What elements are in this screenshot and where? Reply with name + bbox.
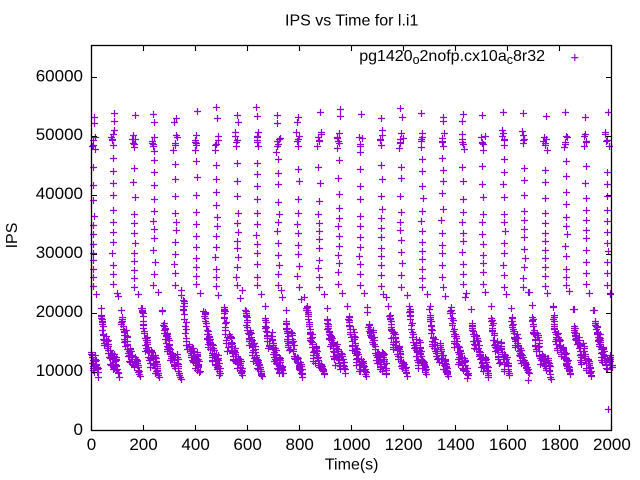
svg-text:50000: 50000 [36, 125, 83, 144]
svg-text:10000: 10000 [36, 361, 83, 380]
svg-text:400: 400 [181, 435, 209, 454]
svg-text:30000: 30000 [36, 243, 83, 262]
svg-text:IPS: IPS [4, 223, 21, 249]
svg-text:IPS vs Time for l.i1: IPS vs Time for l.i1 [285, 13, 418, 30]
svg-text:200: 200 [129, 435, 157, 454]
svg-text:800: 800 [286, 435, 314, 454]
svg-text:600: 600 [233, 435, 261, 454]
svg-text:40000: 40000 [36, 184, 83, 203]
svg-text:pg1420o2nofp.cx10ac8r32: pg1420o2nofp.cx10ac8r32 [359, 48, 545, 67]
svg-text:1600: 1600 [489, 435, 527, 454]
svg-text:60000: 60000 [36, 66, 83, 85]
svg-text:2000: 2000 [593, 435, 631, 454]
svg-text:0: 0 [74, 420, 83, 439]
svg-text:1200: 1200 [385, 435, 423, 454]
svg-text:Time(s): Time(s) [325, 457, 379, 474]
svg-text:20000: 20000 [36, 302, 83, 321]
svg-text:0: 0 [87, 435, 96, 454]
svg-text:1000: 1000 [333, 435, 371, 454]
svg-text:1800: 1800 [541, 435, 579, 454]
svg-text:1400: 1400 [437, 435, 475, 454]
